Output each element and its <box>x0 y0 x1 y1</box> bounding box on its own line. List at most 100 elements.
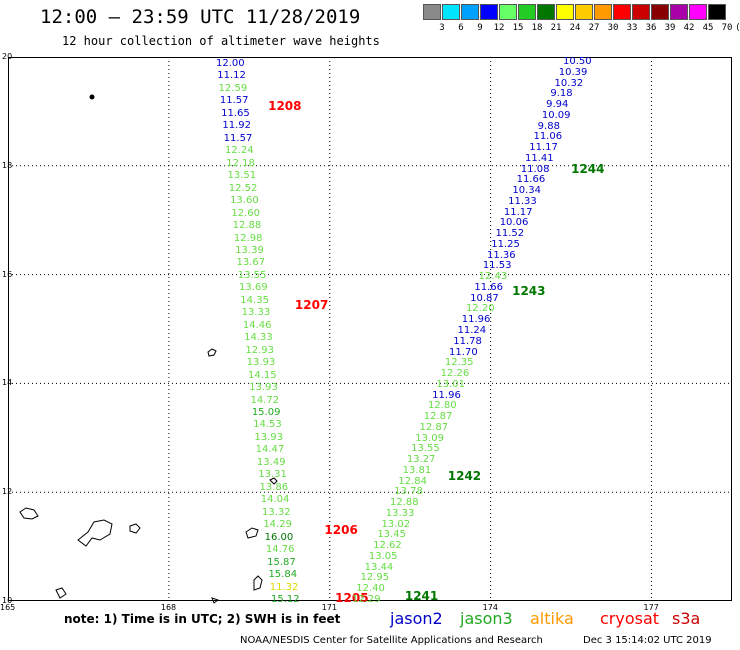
legend-swatch <box>689 4 707 20</box>
wave-height-value: 12.43 <box>478 271 508 283</box>
wave-height-value: 12.62 <box>373 540 402 552</box>
lon-tick-label: 177 <box>643 603 659 612</box>
wave-height-value: 13.93 <box>246 357 276 369</box>
legend-swatch <box>651 4 669 20</box>
pass-time-label: 1244 <box>571 161 605 176</box>
lon-tick-label: 171 <box>321 603 338 612</box>
wave-height-value: 13.31 <box>258 469 287 481</box>
wave-height-value: 11.25 <box>491 238 520 250</box>
wave-height-value: 11.33 <box>508 195 537 207</box>
wave-height-value: 11.78 <box>453 335 482 347</box>
wave-height-value: 11.24 <box>457 325 487 336</box>
wave-height-value: 11.08 <box>520 163 550 175</box>
wave-height-value: 9.94 <box>546 99 569 111</box>
legend-label: 45 <box>702 23 714 33</box>
wave-height-value: 11.06 <box>533 131 563 143</box>
wave-height-value: 14.47 <box>255 444 285 456</box>
wave-height-value: 11.65 <box>221 107 250 119</box>
wave-height-value: 13.32 <box>262 506 291 518</box>
island-outline <box>77 519 113 547</box>
wave-height-value: 11.12 <box>217 70 246 82</box>
wave-height-value: 12.88 <box>389 497 419 509</box>
wave-height-value: 11.96 <box>432 389 461 401</box>
map-subtitle: 12 hour collection of altimeter wave hei… <box>62 34 380 48</box>
wave-height-value: 12.59 <box>218 82 248 94</box>
wave-height-value: 11.36 <box>487 249 516 261</box>
wave-height-value: 9.18 <box>550 88 573 100</box>
wave-height-value: 14.53 <box>253 419 282 431</box>
wave-height-value: 13.44 <box>364 561 394 573</box>
wave-height-value: 14.04 <box>260 494 290 506</box>
wave-height-value: 15.87 <box>267 556 296 568</box>
legend-swatch <box>575 4 593 20</box>
legend-swatch <box>632 4 650 20</box>
map-frame <box>8 57 732 601</box>
wave-height-value: 14.46 <box>242 319 272 331</box>
wave-height-value: 12.84 <box>398 475 428 487</box>
wave-height-value: 13.55 <box>237 269 267 281</box>
legend-label: 33 <box>626 23 638 33</box>
wave-height-value: 12.18 <box>226 157 255 169</box>
pass-time-label: 1205 <box>335 591 369 606</box>
wave-height-value: 11.57 <box>219 95 249 107</box>
wave-height-value: 12.40 <box>356 583 385 595</box>
wave-height-value: 13.81 <box>402 464 432 476</box>
wave-height-value: 11.66 <box>516 174 546 186</box>
wave-height-value: 11.96 <box>461 314 491 326</box>
lon-tick-label: 174 <box>482 603 498 612</box>
wave-height-value: 15.09 <box>251 407 281 419</box>
wave-height-value: 13.60 <box>230 195 259 207</box>
island-outline <box>55 587 67 599</box>
legend-swatch <box>670 4 688 20</box>
lat-tick-label: 10 <box>2 596 13 605</box>
wave-height-value: 12.88 <box>232 220 262 232</box>
wave-height-value: 13.51 <box>227 170 257 182</box>
wave-height-value: 13.69 <box>239 282 268 294</box>
wave-height-value: 12.87 <box>419 421 449 433</box>
wave-height-value: 13.86 <box>259 481 289 493</box>
satellite-name: jason3 <box>460 609 513 628</box>
legend-swatch <box>556 4 574 20</box>
wave-height-value: 12.98 <box>233 232 263 244</box>
island-dot <box>89 94 95 100</box>
lon-tick-label: 165 <box>0 603 16 612</box>
map-title: 12:00 – 23:59 UTC 11/28/2019 <box>40 6 361 28</box>
wave-height-value: 11.53 <box>482 260 512 272</box>
wave-height-value: 13.93 <box>249 382 278 394</box>
pass-time-label: 1206 <box>324 523 358 538</box>
satellite-name: altika <box>530 609 574 628</box>
wave-height-value: 13.09 <box>415 432 444 444</box>
legend-label: 15 <box>512 23 524 33</box>
legend-swatch <box>461 4 479 20</box>
wave-height-value: 12.80 <box>427 400 457 412</box>
wave-height-value: 13.33 <box>385 507 415 519</box>
wave-height-value: 11.32 <box>269 581 299 593</box>
island-outline <box>207 348 217 357</box>
wave-height-value: 13.93 <box>254 431 283 443</box>
legend-swatch <box>594 4 612 20</box>
wave-height-value: 13.49 <box>256 456 286 468</box>
wave-height-value: 11.92 <box>222 120 252 132</box>
legend-swatch <box>499 4 517 20</box>
wave-height-value: 16.00 <box>264 531 294 543</box>
legend-label: 12 <box>493 23 505 33</box>
wave-height-value: 10.32 <box>554 77 584 89</box>
legend-label: 30 <box>607 23 619 33</box>
satellite-name: jason2 <box>390 609 443 628</box>
wave-height-value: 12.20 <box>465 303 495 315</box>
wave-height-value: 11.41 <box>525 152 554 164</box>
wave-height-value: 13.05 <box>368 550 398 562</box>
wave-height-value: 13.55 <box>411 443 440 455</box>
pass-time-label: 1243 <box>512 283 546 298</box>
wave-height-value: 12.26 <box>440 368 470 380</box>
legend-swatch <box>613 4 631 20</box>
legend-label: 3 <box>439 23 445 33</box>
wave-height-value: 10.34 <box>512 185 541 197</box>
timestamp-text: Dec 3 15:14:02 UTC 2019 <box>583 635 712 646</box>
satellite-name: cryosat <box>600 609 660 628</box>
legend-label: (ft) <box>734 23 740 33</box>
wave-height-value: 14.76 <box>265 544 295 556</box>
legend-label: 21 <box>550 23 562 33</box>
wave-height-value: 13.33 <box>241 307 271 319</box>
